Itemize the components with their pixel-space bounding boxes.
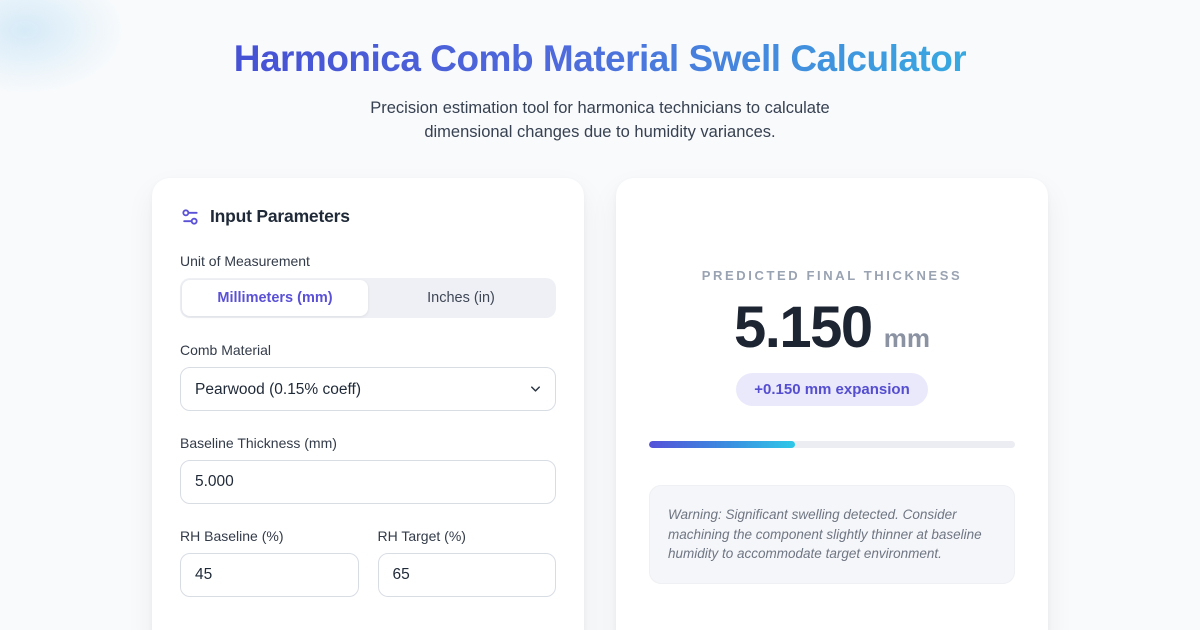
input-parameters-header: Input Parameters <box>180 206 556 227</box>
comb-material-select-wrap: Pearwood (0.15% coeff) <box>180 367 556 411</box>
result-card: PREDICTED FINAL THICKNESS 5.150 mm +0.15… <box>616 178 1048 630</box>
warning-box: Warning: Significant swelling detected. … <box>649 485 1015 584</box>
unit-toggle: Millimeters (mm) Inches (in) <box>180 278 556 318</box>
swell-progress-track <box>649 441 1015 448</box>
result-value-row: 5.150 mm <box>649 299 1015 357</box>
result-unit: mm <box>883 323 930 353</box>
rh-baseline-field: RH Baseline (%) <box>180 504 359 597</box>
unit-option-millimeters[interactable]: Millimeters (mm) <box>182 280 368 316</box>
result-inner: PREDICTED FINAL THICKNESS 5.150 mm +0.15… <box>649 268 1015 584</box>
page-title: Harmonica Comb Material Swell Calculator <box>233 38 967 79</box>
input-parameters-title: Input Parameters <box>210 206 350 226</box>
warning-text: Warning: Significant swelling detected. … <box>668 507 982 561</box>
baseline-thickness-label: Baseline Thickness (mm) <box>180 435 337 451</box>
sliders-icon <box>180 207 200 227</box>
page-subtitle: Precision estimation tool for harmonica … <box>370 99 830 141</box>
page-header: Harmonica Comb Material Swell Calculator… <box>0 0 1200 144</box>
rh-fields-row: RH Baseline (%) RH Target (%) <box>180 504 556 597</box>
rh-baseline-label: RH Baseline (%) <box>180 528 284 544</box>
swell-progress-fill <box>649 441 796 448</box>
result-value: 5.150 <box>734 295 873 360</box>
input-parameters-card: Input Parameters Unit of Measurement Mil… <box>152 178 584 630</box>
rh-target-label: RH Target (%) <box>377 528 466 544</box>
unit-option-inches[interactable]: Inches (in) <box>368 280 554 316</box>
rh-target-field: RH Target (%) <box>377 504 556 597</box>
main-content: Input Parameters Unit of Measurement Mil… <box>152 178 1048 630</box>
rh-baseline-input[interactable] <box>180 553 359 597</box>
rh-target-input[interactable] <box>377 553 556 597</box>
comb-material-select[interactable]: Pearwood (0.15% coeff) <box>180 367 556 411</box>
expansion-badge: +0.150 mm expansion <box>736 373 928 406</box>
comb-material-label: Comb Material <box>180 342 272 358</box>
baseline-thickness-input[interactable] <box>180 460 556 504</box>
result-eyebrow: PREDICTED FINAL THICKNESS <box>701 268 963 283</box>
unit-of-measurement-label: Unit of Measurement <box>180 253 310 269</box>
